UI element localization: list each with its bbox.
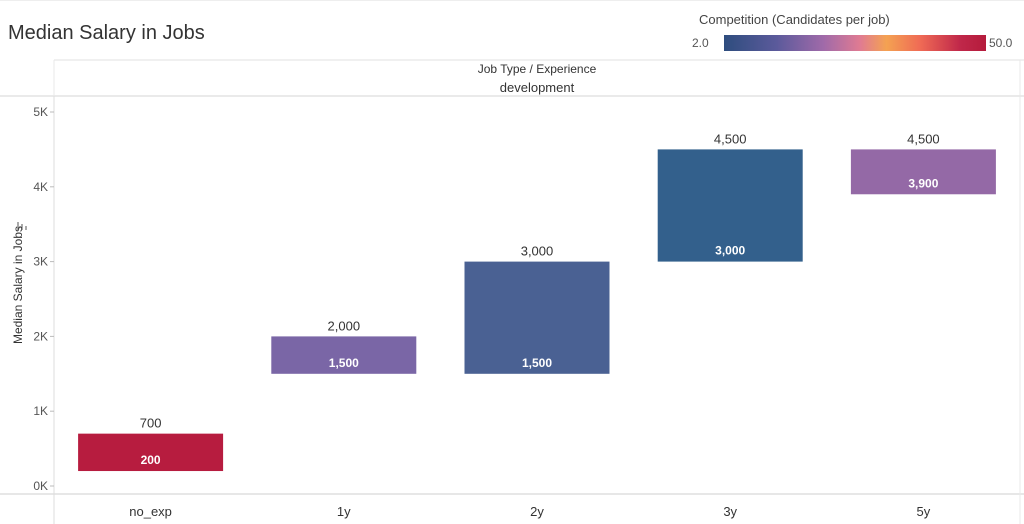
page-title: Median Salary in Jobs	[8, 22, 205, 44]
y-tick-label: 5K	[33, 105, 48, 119]
bar-low-label: 3,900	[908, 176, 938, 190]
y-tick-label: 1K	[33, 404, 48, 418]
bar-low-label: 200	[141, 453, 161, 467]
bars: 700 200 2,000 1,500 3,000 1,500 4,500 3,000 4,50…	[78, 131, 996, 472]
bar-high-label: 700	[140, 416, 162, 431]
bar[interactable]	[464, 261, 610, 374]
y-tick-label: 4K	[33, 180, 48, 194]
y-tick-label: 3K	[33, 255, 48, 269]
column-header-value: development	[500, 80, 575, 95]
column-header-title: Job Type / Experience	[478, 62, 597, 76]
y-tick-label: 0K	[33, 479, 48, 493]
bar[interactable]	[271, 336, 417, 374]
legend-max-label: 50.0	[989, 36, 1013, 50]
bar[interactable]	[78, 433, 224, 472]
bar-high-label: 4,500	[714, 131, 747, 146]
bar-low-label: 3,000	[715, 244, 745, 258]
x-axis: no_exp 1y 2y 3y 5y	[129, 504, 930, 519]
color-legend: Competition (Candidates per job) 2.0 50.…	[690, 8, 1020, 58]
legend-gradient-bar	[724, 35, 986, 51]
x-category-label: 5y	[917, 504, 931, 519]
x-category-label: 2y	[530, 504, 544, 519]
y-axis: 0K 1K 2K 3K 4K 5K	[33, 105, 54, 493]
bar-high-label: 4,500	[907, 131, 940, 146]
legend-title: Competition (Candidates per job)	[699, 12, 890, 27]
x-category-label: 1y	[337, 504, 351, 519]
bar-high-label: 3,000	[521, 244, 554, 259]
bar-high-label: 2,000	[328, 318, 361, 333]
bar[interactable]	[850, 149, 996, 195]
bar[interactable]	[657, 149, 803, 262]
x-category-label: 3y	[723, 504, 737, 519]
y-axis-title: Median Salary in Jobs	[11, 226, 25, 344]
x-category-label: no_exp	[129, 504, 172, 519]
y-tick-label: 2K	[33, 329, 48, 343]
sort-icon[interactable]	[17, 222, 27, 230]
legend-min-label: 2.0	[692, 36, 709, 50]
bar-low-label: 1,500	[329, 356, 359, 370]
bar-low-label: 1,500	[522, 356, 552, 370]
